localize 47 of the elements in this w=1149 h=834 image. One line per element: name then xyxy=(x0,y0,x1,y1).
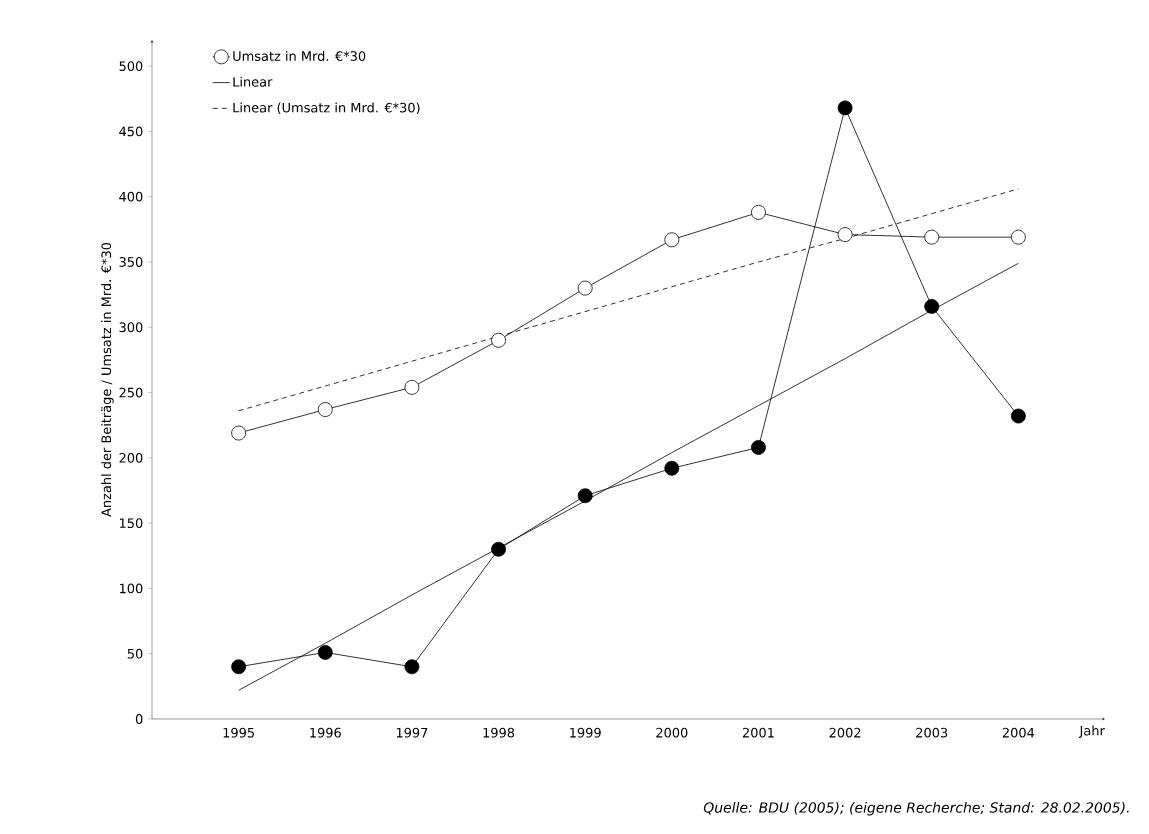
x-axis-title: Jahr xyxy=(1078,725,1105,738)
y-tick-label: 450 xyxy=(119,126,143,137)
legend-label: Umsatz in Mrd. €*30 xyxy=(233,50,366,61)
point xyxy=(837,227,853,242)
y-tick-label: 100 xyxy=(119,583,143,594)
x-tick-label: 2004 xyxy=(1002,727,1035,738)
legend-label: Linear xyxy=(233,76,273,87)
y-tick-label: 50 xyxy=(127,648,143,659)
x-tick-label: 1997 xyxy=(396,727,428,738)
point xyxy=(404,379,420,395)
x-tick-label: 1996 xyxy=(310,727,341,738)
y-tick-label: 500 xyxy=(119,61,143,72)
y-tick-label: 350 xyxy=(119,257,143,267)
point xyxy=(491,541,506,557)
y-tick-label: 0 xyxy=(135,714,143,724)
y-tick-label: 400 xyxy=(119,191,143,202)
x-tick-label: 1998 xyxy=(483,727,515,738)
source-note: Quelle: BDU (2005); (eigene Recherche; Stand: 28.02.2005). xyxy=(703,801,1129,816)
point xyxy=(751,440,766,455)
point xyxy=(664,232,680,248)
point xyxy=(577,280,593,296)
point xyxy=(664,460,680,476)
x-tick-label: 2000 xyxy=(656,727,688,738)
x-tick-label: 2001 xyxy=(742,727,774,738)
x-tick-label: 1995 xyxy=(223,727,254,738)
point xyxy=(837,100,853,116)
point xyxy=(231,659,247,675)
y-tick-label: 300 xyxy=(119,322,143,333)
point xyxy=(404,659,420,675)
point xyxy=(577,488,593,504)
y-tick-label: 250 xyxy=(119,387,143,398)
y-tick-label: 150 xyxy=(119,518,143,529)
point xyxy=(924,229,940,245)
point xyxy=(317,402,333,417)
point xyxy=(231,425,247,441)
x-tick-label: 2002 xyxy=(829,727,861,738)
point xyxy=(1010,408,1026,424)
point xyxy=(1010,229,1026,245)
x-tick-label: 1999 xyxy=(570,727,601,738)
point xyxy=(491,332,506,348)
y-tick-label: 200 xyxy=(119,452,143,463)
legend-label: Linear (Umsatz in Mrd. €*30) xyxy=(233,102,420,115)
point xyxy=(924,298,940,314)
point xyxy=(317,645,333,660)
point xyxy=(751,204,766,220)
y-axis-title: Anzahl der Beiträge / Umsatz in Mrd. €*30 xyxy=(101,242,114,517)
x-tick-label: 2003 xyxy=(916,727,948,738)
